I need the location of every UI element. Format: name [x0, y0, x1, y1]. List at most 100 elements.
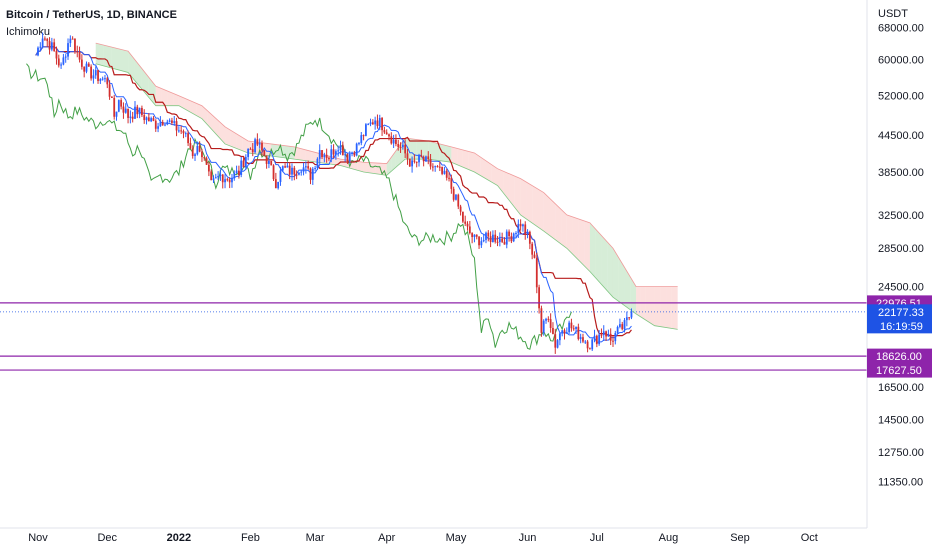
- candle-body: [348, 153, 351, 162]
- candle-body: [298, 172, 300, 175]
- candle-body: [203, 157, 206, 159]
- candle-body: [582, 337, 584, 342]
- cloud-segment: [282, 145, 289, 159]
- cloud-segment: [584, 220, 590, 272]
- price-axis[interactable]: 68000.00 60000.00 52000.00 44500.00 38500.00…: [878, 23, 924, 489]
- cloud-segment: [630, 276, 637, 314]
- candle-body: [339, 145, 342, 151]
- candle-body: [274, 179, 277, 189]
- candle-body: [134, 106, 136, 119]
- cloud-segment: [572, 216, 579, 260]
- candle-body: [367, 124, 370, 126]
- candle-body: [565, 332, 568, 334]
- candle-body: [138, 107, 141, 115]
- candle-body: [106, 78, 109, 85]
- price-tick-label: 12750.00: [878, 447, 924, 459]
- candle-body: [55, 51, 58, 59]
- candle-body: [498, 238, 501, 243]
- cloud-segment: [207, 110, 214, 132]
- cloud-segment: [451, 146, 458, 165]
- candle-body: [538, 287, 540, 309]
- candle-body: [328, 157, 330, 159]
- candle-body: [494, 234, 497, 242]
- candle-body: [586, 341, 589, 349]
- time-tick-label: May: [446, 532, 467, 544]
- cloud-segment: [526, 182, 533, 223]
- candle-body: [408, 158, 411, 167]
- candle-body: [221, 174, 224, 183]
- candle-body: [235, 170, 238, 173]
- candle-body: [173, 121, 176, 123]
- cloud-segment: [589, 222, 596, 278]
- horizontal-levels[interactable]: [0, 302, 867, 371]
- candle-body: [113, 97, 116, 117]
- candle-body: [131, 116, 134, 119]
- candle-body: [76, 51, 79, 53]
- candle-body: [180, 130, 183, 132]
- candle-body: [117, 100, 120, 112]
- cloud-segment: [219, 121, 226, 144]
- candle-body: [309, 168, 312, 180]
- candle-body: [251, 149, 254, 153]
- candle-body: [279, 170, 282, 182]
- cloud-segment: [119, 49, 129, 73]
- candle-body: [496, 241, 499, 243]
- candle-body: [39, 46, 42, 48]
- candle-body: [293, 167, 296, 175]
- cloud-segment: [514, 176, 521, 215]
- candle-body: [547, 318, 550, 320]
- price-tick-label: 68000.00: [878, 23, 924, 35]
- candle-body: [214, 177, 217, 179]
- candle-body: [157, 126, 159, 129]
- candle-body: [351, 152, 353, 154]
- time-tick-label: Apr: [378, 532, 395, 544]
- candle-body: [69, 38, 72, 44]
- candle-body: [475, 234, 478, 237]
- candle-body: [607, 333, 610, 337]
- time-tick-label: Oct: [801, 532, 818, 544]
- candle-body: [201, 151, 203, 158]
- candle-body: [448, 177, 450, 179]
- candle-body: [365, 124, 367, 136]
- candle-body: [164, 124, 166, 126]
- cloud-segment: [103, 45, 112, 69]
- candle-body: [115, 111, 118, 117]
- candle-body: [549, 319, 552, 328]
- candle-body: [143, 115, 146, 121]
- candle-body: [515, 233, 517, 235]
- candle-body: [480, 241, 483, 246]
- candle-body: [505, 231, 508, 245]
- candle-body: [415, 161, 418, 163]
- indicator-label[interactable]: Ichimoku: [6, 26, 51, 38]
- cloud-segment: [636, 286, 641, 317]
- cloud-segment: [225, 126, 231, 147]
- price-tick-label: 38500.00: [878, 167, 924, 179]
- candle-body: [346, 154, 349, 162]
- time-axis[interactable]: Nov Dec 2022 Feb Mar Apr May Jun Jul Aug Sep Oct: [28, 532, 818, 544]
- candle-body: [184, 133, 187, 135]
- candle-body: [358, 143, 360, 145]
- candle-body: [471, 233, 474, 238]
- candle-body: [524, 224, 527, 235]
- candle-body: [420, 155, 423, 157]
- candle-body: [519, 223, 522, 227]
- candle-body: [575, 326, 577, 330]
- candle-body: [256, 139, 259, 145]
- cloud-segment: [497, 168, 504, 193]
- candle-body: [473, 234, 476, 238]
- candle-body: [101, 78, 104, 80]
- candle-body: [429, 159, 432, 167]
- candle-body: [455, 194, 457, 200]
- chart-title: Bitcoin / TetherUS, 1D, BINANCE: [6, 9, 177, 21]
- cloud-segment: [485, 160, 492, 183]
- cloud-segment: [537, 189, 544, 232]
- cloud-segment: [509, 173, 515, 208]
- cloud-segment: [184, 98, 191, 113]
- candle-body: [482, 239, 485, 242]
- cloud-segment: [671, 286, 678, 330]
- candle-body: [570, 322, 573, 329]
- candle-body: [300, 171, 303, 173]
- price-tick-label: 32500.00: [878, 210, 924, 222]
